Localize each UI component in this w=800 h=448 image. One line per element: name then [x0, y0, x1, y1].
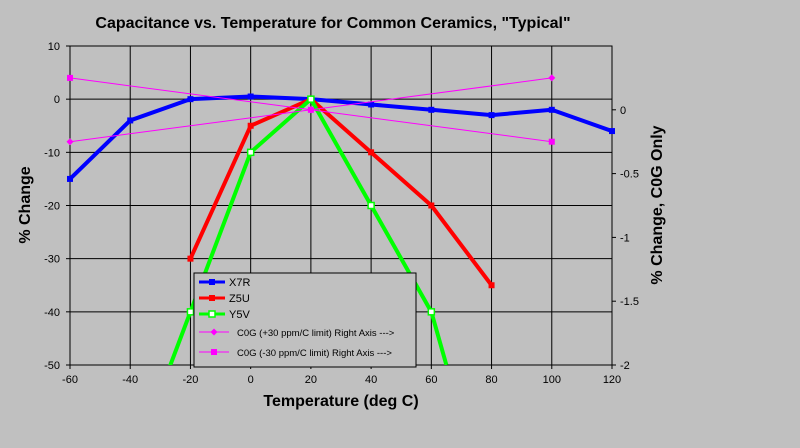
chart-title: Capacitance vs. Temperature for Common C…: [95, 15, 570, 32]
x-tick-label-5: 40: [365, 374, 377, 386]
x-tick-label-9: 120: [603, 374, 621, 386]
axes-layer: -60 -40 -20 0 20 40 60 80 100 120100-10-20-30-40-…: [44, 41, 639, 386]
x-tick-label-8: 100: [543, 374, 561, 386]
y2-tick-label-0: 0: [620, 105, 626, 117]
data-point-y5v-2: [246, 148, 255, 157]
y2-axis-title: % Change, C0G Only: [649, 125, 666, 284]
legend-marker-c0g-30-ppm-c-limit-right-axis: [211, 349, 217, 355]
x-tick-label-3: 0: [248, 374, 254, 386]
y-tick-label-0: 10: [48, 41, 60, 53]
legend-label-c0g-minus: C0G (-30 ppm/C limit) Right Axis --->: [237, 348, 392, 359]
legend: X7R Z5U Y5V C0G (+30 ppm/C limit) Right …: [193, 272, 417, 368]
data-point-x7r-6: [428, 106, 435, 113]
data-point-z5u-0: [187, 255, 194, 262]
data-point-x7r-7: [488, 112, 495, 119]
y2-tick-label-3: -1.5: [620, 296, 639, 308]
y2-tick-label-4: -2: [620, 360, 630, 372]
data-point-x7r-5: [368, 101, 375, 108]
x-axis-title: Temperature (deg C): [263, 393, 418, 410]
data-point-x7r-0: [67, 175, 73, 182]
legend-label-c0g-plus: C0G (+30 ppm/C limit) Right Axis --->: [237, 328, 395, 339]
data-point-y5v-3: [307, 95, 315, 103]
x-tick-label-7: 80: [485, 374, 497, 386]
data-point-z5u-3: [368, 149, 375, 156]
series-y5v: [168, 95, 449, 365]
data-point-x7r-9: [609, 128, 615, 135]
data-point-y5v-4: [367, 201, 375, 210]
x-tick-label-4: 20: [305, 374, 317, 386]
y2-tick-label-2: -1: [620, 232, 630, 244]
y-tick-label-6: -50: [44, 360, 60, 372]
data-point-c0g-30-ppm-c-limit-right-axis-1: [307, 106, 314, 113]
series-c0g-30-ppm-c-limit-right-axis: [67, 74, 555, 145]
series-line-z5u: [188, 97, 494, 287]
data-point-x7r-8: [548, 106, 555, 113]
y-tick-label-5: -40: [44, 307, 60, 319]
legend-label-z5u: Z5U: [229, 293, 250, 305]
data-point-z5u-5: [488, 282, 495, 289]
series-line-x7r: [68, 94, 613, 181]
series-layer: [66, 74, 615, 365]
data-point-c0g-30-ppm-c-limit-right-axis-2: [548, 138, 555, 145]
y-tick-label-3: -20: [44, 201, 60, 213]
y-tick-label-2: -10: [44, 147, 60, 159]
y-tick-label-1: 0: [54, 94, 60, 106]
y-axis-title: % Change: [17, 166, 34, 243]
data-point-x7r-3: [247, 93, 254, 100]
data-point-c0g-30-ppm-c-limit-right-axis-2: [548, 74, 556, 82]
data-point-z5u-1: [247, 122, 254, 129]
legend-label-x7r: X7R: [229, 277, 250, 289]
x-tick-label-1: -40: [122, 374, 138, 386]
data-point-c0g-30-ppm-c-limit-right-axis-0: [66, 138, 74, 146]
x-tick-label-0: -60: [62, 374, 78, 386]
legend-marker-z5u: [209, 295, 215, 301]
x-tick-label-6: 60: [425, 374, 437, 386]
legend-marker-c0g-30-ppm-c-limit-right-axis: [210, 328, 218, 336]
data-point-x7r-1: [127, 117, 134, 124]
y-tick-label-4: -30: [44, 254, 60, 266]
data-point-z5u-4: [428, 202, 435, 209]
legend-label-y5v: Y5V: [229, 309, 250, 321]
x-tick-label-2: -20: [182, 374, 198, 386]
legend-box: [193, 272, 417, 368]
y2-tick-label-1: -0.5: [620, 169, 639, 181]
data-point-y5v-5: [427, 308, 436, 316]
legend-marker-y5v: [208, 310, 216, 318]
data-point-y5v-1: [186, 308, 195, 316]
data-point-c0g-30-ppm-c-limit-right-axis-0: [67, 74, 73, 81]
legend-marker-x7r: [209, 279, 215, 285]
data-point-x7r-2: [187, 96, 194, 103]
